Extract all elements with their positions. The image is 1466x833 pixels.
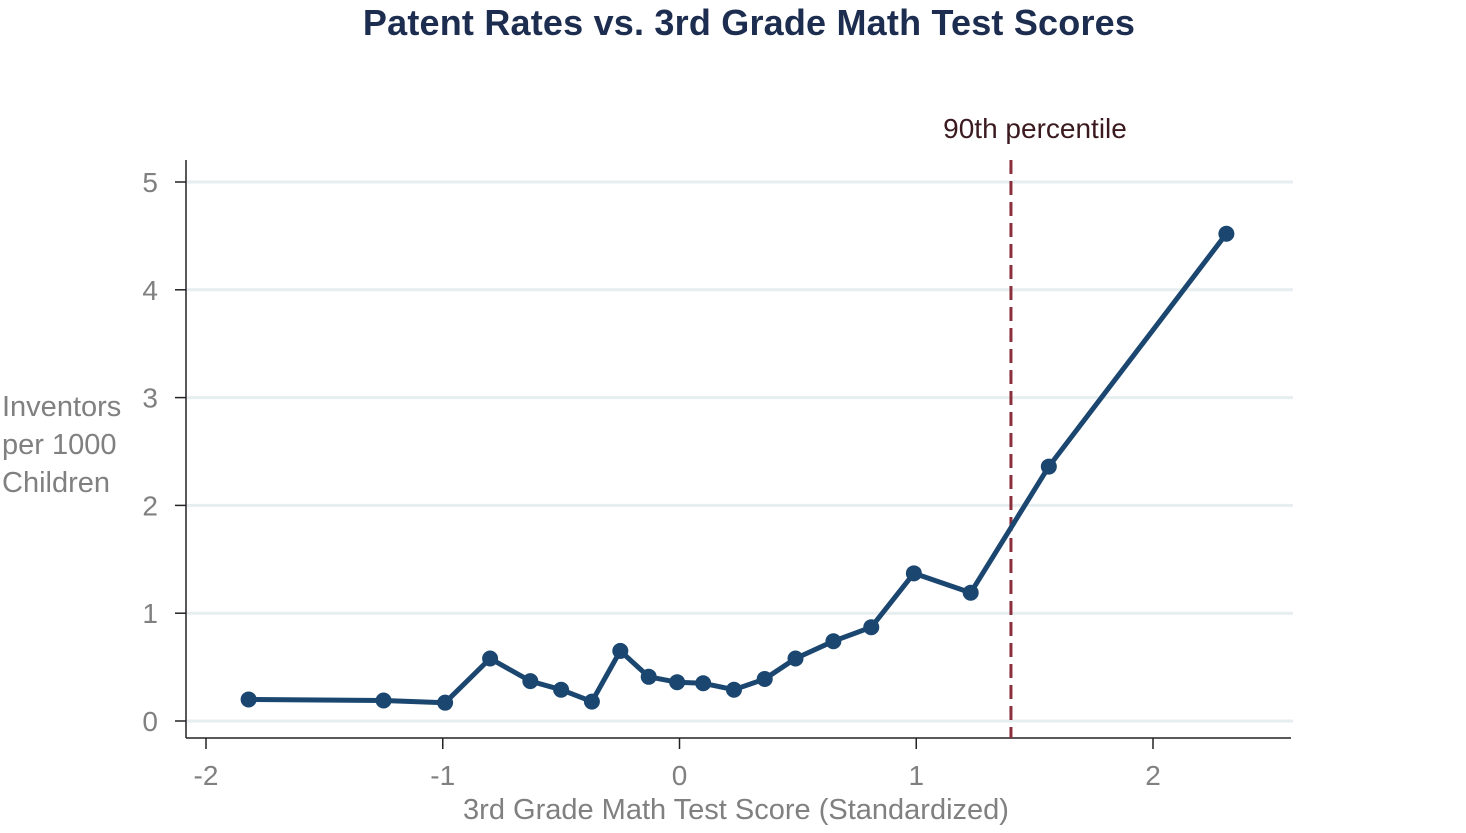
x-tick-label-0: 0 bbox=[672, 760, 688, 791]
x-axis-label: 3rd Grade Math Test Score (Standardized) bbox=[463, 794, 1009, 826]
y-axis-label-line-1: Inventors bbox=[2, 391, 122, 423]
data-point-9 bbox=[640, 668, 657, 685]
data-point-8 bbox=[612, 642, 629, 659]
x-tick-label-1: 1 bbox=[908, 760, 924, 791]
data-point-15 bbox=[825, 633, 842, 650]
x-tick-label--2: -2 bbox=[194, 760, 219, 791]
data-point-16 bbox=[863, 619, 880, 636]
series-line bbox=[246, 231, 1229, 706]
grid-layer bbox=[187, 180, 1293, 723]
data-point-3 bbox=[437, 694, 454, 711]
data-point-10 bbox=[669, 674, 686, 691]
data-point-20 bbox=[1218, 225, 1235, 242]
data-point-17 bbox=[905, 565, 922, 582]
series-layer bbox=[240, 225, 1235, 711]
y-tick-label-2: 2 bbox=[142, 490, 158, 521]
x-tick-label-2: 2 bbox=[1145, 760, 1161, 791]
data-point-4 bbox=[482, 650, 499, 667]
y-axis-label-line-3: Children bbox=[2, 467, 110, 499]
data-point-7 bbox=[583, 693, 600, 710]
data-point-19 bbox=[1040, 458, 1057, 475]
reference-line-label: 90th percentile bbox=[943, 113, 1127, 144]
x-tick-label--1: -1 bbox=[430, 760, 455, 791]
data-point-5 bbox=[522, 673, 539, 690]
data-point-12 bbox=[725, 681, 742, 698]
y-tick-label-0: 0 bbox=[142, 706, 158, 737]
data-point-13 bbox=[756, 670, 773, 687]
y-axis-label-line-2: per 1000 bbox=[2, 429, 117, 461]
y-tick-label-4: 4 bbox=[142, 275, 158, 306]
y-tick-label-3: 3 bbox=[142, 383, 158, 414]
data-point-18 bbox=[962, 584, 979, 601]
axis-layer: 0 1 2 3 4 5 -2 -1 0 1 2 bbox=[142, 160, 1291, 791]
data-point-6 bbox=[553, 681, 570, 698]
y-tick-label-5: 5 bbox=[142, 167, 158, 198]
data-point-2 bbox=[375, 692, 392, 709]
y-axis-label: Inventors per 1000 Children bbox=[2, 388, 152, 502]
y-tick-label-1: 1 bbox=[142, 598, 158, 629]
data-point-14 bbox=[787, 650, 804, 667]
data-point-1 bbox=[240, 691, 257, 708]
data-point-11 bbox=[695, 675, 712, 692]
chart-title: Patent Rates vs. 3rd Grade Math Test Sco… bbox=[362, 2, 1136, 43]
